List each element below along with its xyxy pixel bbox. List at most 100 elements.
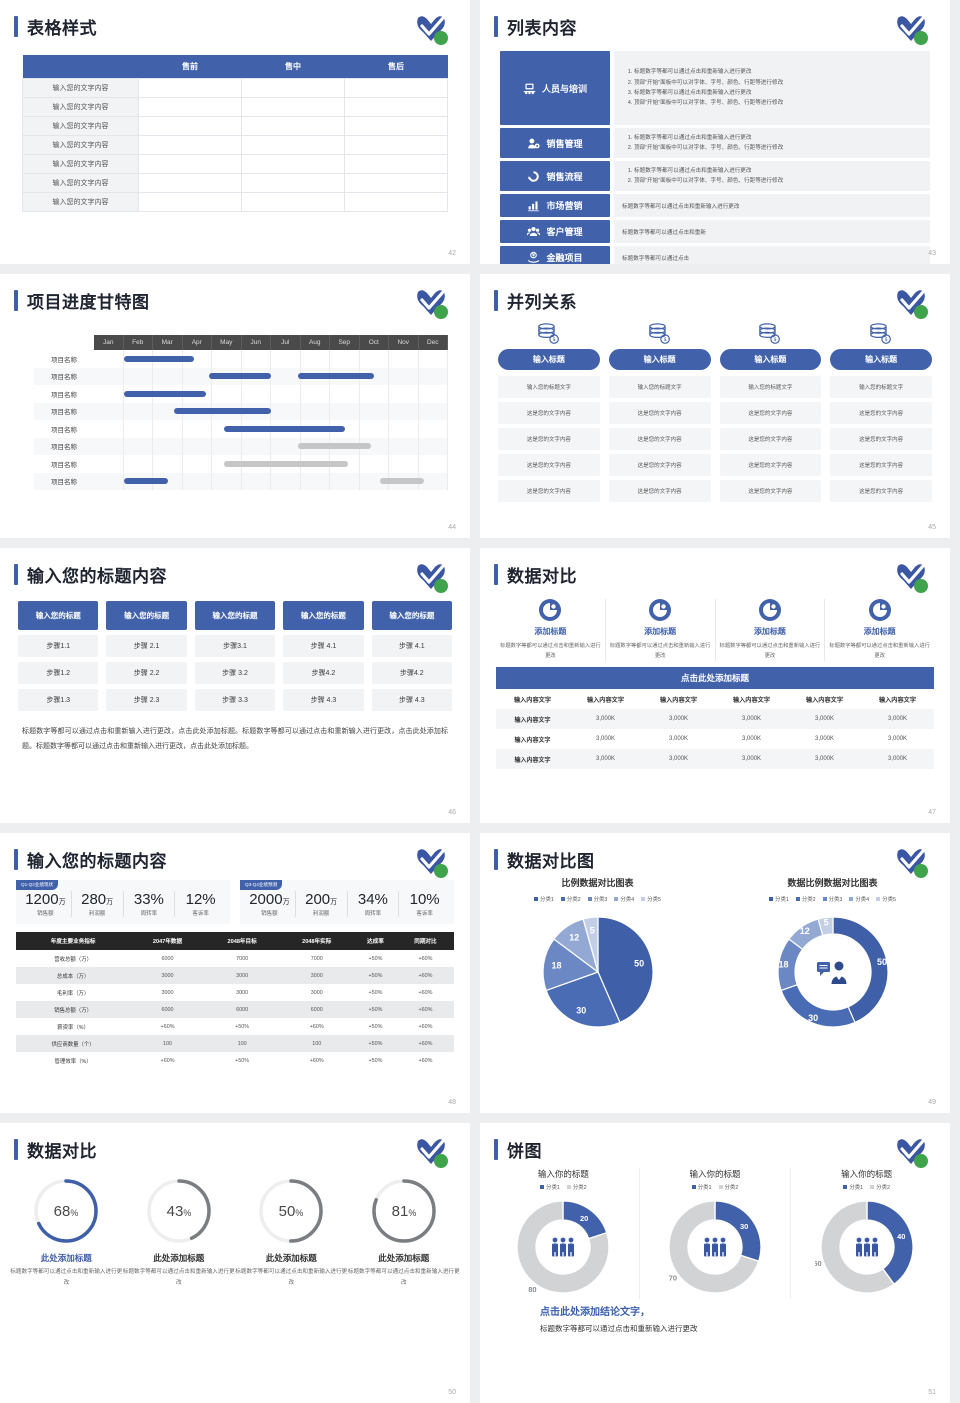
table-cell: 输入内容文字 bbox=[514, 737, 551, 744]
list-item-button-sales-process[interactable]: 销售流程 bbox=[500, 161, 610, 191]
table-row: 输入您的文字内容 bbox=[22, 116, 448, 136]
gantt-bar[interactable] bbox=[297, 443, 372, 450]
list-item-button-marketing[interactable]: 市场营销 bbox=[500, 194, 610, 217]
parallel-column-title[interactable]: 输入标题 bbox=[830, 349, 932, 370]
parallel-item[interactable]: 这是您的文字内容 bbox=[719, 402, 822, 424]
pie-slice[interactable] bbox=[544, 971, 621, 1028]
page-number: 47 bbox=[928, 809, 936, 816]
parallel-item[interactable]: 这是您的文字内容 bbox=[498, 402, 600, 424]
parallel-item[interactable]: 输入您的标题文字 bbox=[498, 376, 600, 398]
table-header-cell: 达成率 bbox=[354, 932, 397, 950]
list-item[interactable]: ¥ 金融项目 标题数字等都可以通过点击 bbox=[500, 246, 930, 264]
step-item[interactable]: 步骤 3.2 bbox=[194, 662, 276, 684]
step-item[interactable]: 步骤4.2 bbox=[371, 662, 453, 684]
step-item[interactable]: 步骤 2.3 bbox=[106, 689, 187, 711]
step-column: 输入您的标题步骤 2.1 步骤 2.2 步骤 2.3 bbox=[106, 601, 187, 711]
step-item[interactable]: 步骤 4.3 bbox=[283, 689, 364, 711]
parallel-item[interactable]: 这是您的文字内容 bbox=[830, 480, 932, 502]
gantt-grid-cell bbox=[419, 385, 448, 403]
gantt-bar[interactable] bbox=[223, 460, 348, 467]
parallel-item[interactable]: 输入您的标题文字 bbox=[608, 376, 711, 398]
gantt-bar[interactable] bbox=[123, 478, 168, 485]
pie-slice[interactable] bbox=[596, 916, 654, 1024]
parallel-item[interactable]: 这是您的文字内容 bbox=[608, 428, 711, 450]
legend-entry: 分类1 bbox=[769, 895, 789, 903]
ring-label[interactable]: 此处添加标题 bbox=[265, 1253, 317, 1263]
parallel-item[interactable]: 这是您的文字内容 bbox=[830, 454, 932, 476]
table-banner-row: 点击此处添加标题 bbox=[496, 667, 934, 690]
parallel-item[interactable]: 这是您的文字内容 bbox=[719, 428, 822, 450]
step-item[interactable]: 步骤1.1 bbox=[18, 635, 99, 657]
pie-slice[interactable] bbox=[541, 938, 599, 992]
list-item-button-training[interactable]: 人员与培训 bbox=[500, 51, 610, 125]
list-item[interactable]: 客户管理 标题数字等都可以通过点击和重新 bbox=[500, 220, 930, 243]
parallel-item[interactable]: 输入您的标题文字 bbox=[719, 376, 822, 398]
gantt-bar[interactable] bbox=[123, 390, 207, 397]
step-item[interactable]: 步骤1.3 bbox=[18, 689, 99, 711]
step-column-header[interactable]: 输入您的标题 bbox=[106, 601, 187, 630]
slide-header: 数据对比 bbox=[480, 548, 950, 587]
pie-slice[interactable] bbox=[581, 916, 599, 973]
parallel-item[interactable]: 这是您的文字内容 bbox=[608, 454, 711, 476]
parallel-column-title[interactable]: 输入标题 bbox=[498, 349, 600, 370]
step-item[interactable]: 步骤 4.1 bbox=[283, 635, 364, 657]
gantt-bar[interactable] bbox=[173, 408, 271, 415]
step-column-header[interactable]: 输入您的标题 bbox=[194, 601, 276, 630]
cell bbox=[241, 135, 345, 155]
table-cell: 3,000K bbox=[595, 716, 616, 723]
parallel-item[interactable]: 这是您的文字内容 bbox=[830, 402, 932, 424]
step-item[interactable]: 步骤4.2 bbox=[283, 662, 364, 684]
list-item-button-customer[interactable]: 客户管理 bbox=[500, 220, 610, 243]
gantt-bar[interactable] bbox=[123, 355, 195, 362]
gantt-grid-cell bbox=[94, 472, 124, 490]
step-item[interactable]: 步骤 2.2 bbox=[106, 662, 187, 684]
ring-label[interactable]: 此处添加标题 bbox=[153, 1253, 205, 1263]
list-item[interactable]: 销售管理 标题数字等都可以通过点击和重新输入进行更改 顶部“开始”面板中可以对字… bbox=[500, 128, 930, 158]
step-column-header[interactable]: 输入您的标题 bbox=[283, 601, 364, 630]
table-banner[interactable]: 点击此处添加标题 bbox=[496, 667, 934, 690]
cell bbox=[138, 135, 242, 155]
list-item[interactable]: 人员与培训 标题数字等都可以通过点击和重新输入进行更改 顶部“开始”面板中可以对… bbox=[500, 51, 930, 125]
donut-slice[interactable] bbox=[866, 1200, 914, 1286]
parallel-item[interactable]: 这是您的文字内容 bbox=[498, 454, 600, 476]
donut-title: 输入你的标题 bbox=[537, 1169, 589, 1179]
ring-label[interactable]: 此处添加标题 bbox=[40, 1253, 92, 1263]
gantt-bar[interactable] bbox=[223, 425, 345, 432]
ring-label[interactable]: 此处添加标题 bbox=[378, 1253, 430, 1263]
parallel-item[interactable]: 这是您的文字内容 bbox=[608, 402, 711, 424]
gantt-bar[interactable] bbox=[380, 478, 425, 485]
parallel-column-title[interactable]: 输入标题 bbox=[719, 349, 822, 370]
donut-slice[interactable] bbox=[516, 1200, 610, 1294]
donut-slice[interactable] bbox=[668, 1200, 760, 1294]
parallel-item[interactable]: 这是您的文字内容 bbox=[719, 480, 822, 502]
step-item[interactable]: 步骤3.1 bbox=[194, 635, 276, 657]
step-item[interactable]: 步骤1.2 bbox=[18, 662, 99, 684]
gantt-bar[interactable] bbox=[297, 373, 375, 380]
list-item[interactable]: 销售流程 标题数字等都可以通过点击和重新输入进行更改 顶部“开始”面板中可以对字… bbox=[500, 161, 930, 191]
parallel-column-title[interactable]: 输入标题 bbox=[608, 349, 711, 370]
step-column-header[interactable]: 输入您的标题 bbox=[18, 601, 99, 630]
step-column-header[interactable]: 输入您的标题 bbox=[371, 601, 453, 630]
gantt-bar[interactable] bbox=[209, 373, 271, 380]
table-cell: 3,000K bbox=[887, 756, 908, 763]
donut-slice[interactable] bbox=[820, 1200, 895, 1294]
step-item[interactable]: 步骤 4.1 bbox=[371, 635, 453, 657]
parallel-column: $ 输入标题 输入您的标题文字 这是您的文字内容 这是您的文字内容 这是您的文字内容 这是您… bbox=[719, 323, 822, 506]
donut-title: 输入你的标题 bbox=[841, 1169, 893, 1179]
step-item[interactable]: 步骤 3.3 bbox=[194, 689, 276, 711]
parallel-item[interactable]: 这是您的文字内容 bbox=[608, 480, 711, 502]
list-item[interactable]: 市场营销 标题数字等都可以通过点击和重新输入进行更改 bbox=[500, 194, 930, 217]
table-header-cell: 输入内容文字 bbox=[732, 696, 771, 704]
parallel-item[interactable]: 这是您的文字内容 bbox=[498, 480, 600, 502]
parallel-item[interactable]: 这是您的文字内容 bbox=[719, 454, 822, 476]
pie-slice[interactable] bbox=[816, 916, 834, 937]
customer-icon bbox=[527, 225, 541, 238]
parallel-item[interactable]: 输入您的标题文字 bbox=[830, 376, 932, 398]
list-item-button-sales-manage[interactable]: 销售管理 bbox=[500, 128, 610, 158]
parallel-item[interactable]: 这是您的文字内容 bbox=[498, 428, 600, 450]
list-item-button-finance[interactable]: ¥ 金融项目 bbox=[500, 246, 610, 264]
step-item[interactable]: 步骤 4.3 bbox=[371, 689, 453, 711]
step-item[interactable]: 步骤 2.1 bbox=[106, 635, 187, 657]
donut-chart-svg: 30 70 bbox=[668, 1200, 762, 1294]
parallel-item[interactable]: 这是您的文字内容 bbox=[830, 428, 932, 450]
